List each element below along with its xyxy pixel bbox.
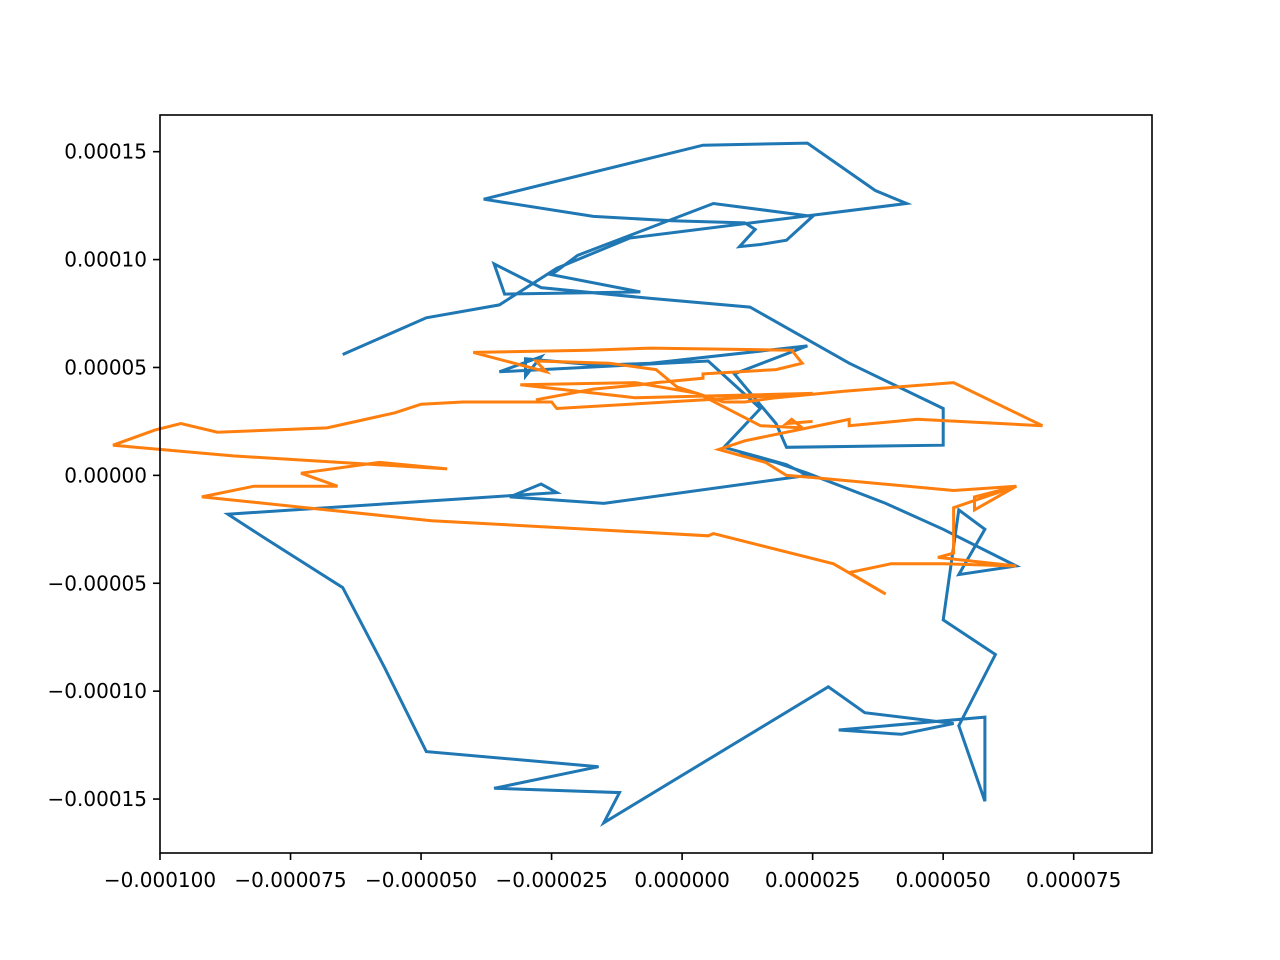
x-tick-label: 0.000050 xyxy=(895,868,990,892)
y-tick-label: 0.00000 xyxy=(64,463,147,487)
x-tick-label: 0.000025 xyxy=(765,868,860,892)
x-tick-label: −0.000075 xyxy=(234,868,346,892)
y-tick-label: 0.00010 xyxy=(64,248,147,272)
x-tick-label: 0.000075 xyxy=(1026,868,1121,892)
y-tick-label: 0.00005 xyxy=(64,355,147,379)
y-tick-label: −0.00015 xyxy=(48,787,147,811)
y-tick-label: −0.00010 xyxy=(48,679,147,703)
x-tick-label: −0.000050 xyxy=(365,868,477,892)
y-tick-label: −0.00005 xyxy=(48,571,147,595)
x-tick-label: −0.000100 xyxy=(104,868,216,892)
x-tick-label: −0.000025 xyxy=(495,868,607,892)
x-tick-label: 0.000000 xyxy=(634,868,729,892)
y-tick-label: 0.00015 xyxy=(64,140,147,164)
